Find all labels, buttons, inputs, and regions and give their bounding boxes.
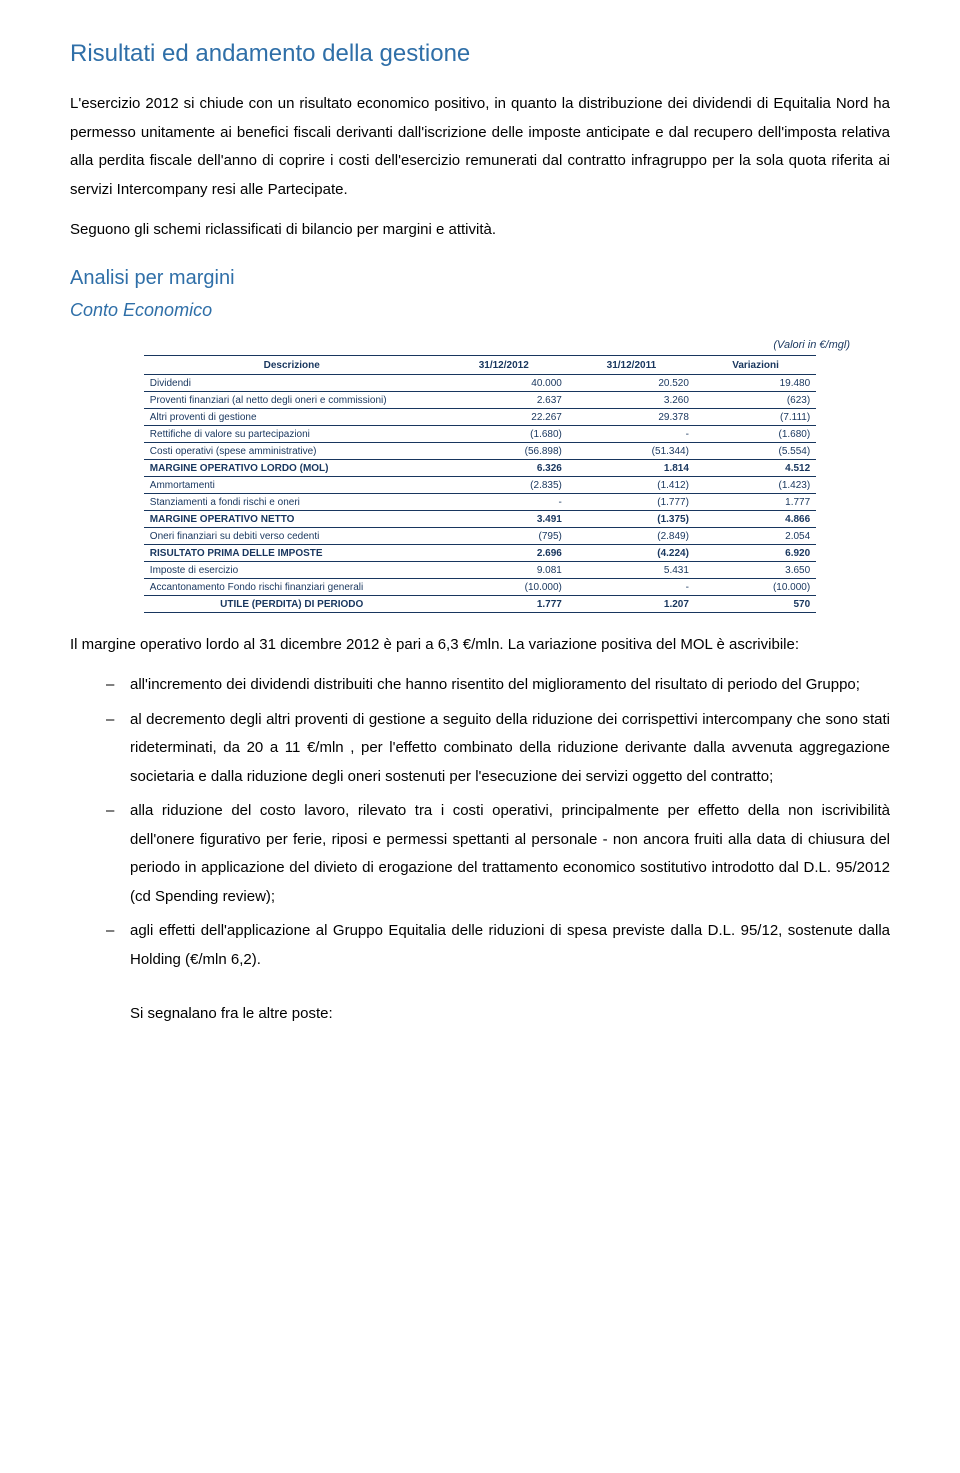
after-table-paragraph: Il margine operativo lordo al 31 dicembr…: [70, 631, 890, 660]
table-final-row: UTILE (PERDITA) DI PERIODO1.7771.207570: [144, 595, 816, 612]
table-row: Dividendi40.00020.52019.480: [144, 374, 816, 391]
final-row-value: 1.777: [440, 595, 568, 612]
row-value: 2.054: [695, 527, 816, 544]
col-variazioni: Variazioni: [695, 355, 816, 374]
page-title: Risultati ed andamento della gestione: [70, 40, 890, 68]
conto-economico-table: Descrizione 31/12/2012 31/12/2011 Variaz…: [144, 355, 816, 613]
final-row-value: 1.207: [568, 595, 695, 612]
row-label: Rettifiche di valore su partecipazioni: [144, 425, 440, 442]
row-label: Imposte di esercizio: [144, 561, 440, 578]
row-value: 1.814: [568, 459, 695, 476]
table-row: Rettifiche di valore su partecipazioni(1…: [144, 425, 816, 442]
row-value: 40.000: [440, 374, 568, 391]
row-label: Costi operativi (spese amministrative): [144, 442, 440, 459]
row-value: 9.081: [440, 561, 568, 578]
table-row: Stanziamenti a fondi rischi e oneri-(1.7…: [144, 493, 816, 510]
table-row: Ammortamenti(2.835)(1.412)(1.423): [144, 476, 816, 493]
row-value: -: [568, 425, 695, 442]
col-2012: 31/12/2012: [440, 355, 568, 374]
row-value: 4.512: [695, 459, 816, 476]
row-value: 2.637: [440, 391, 568, 408]
row-label: Ammortamenti: [144, 476, 440, 493]
list-item: alla riduzione del costo lavoro, rilevat…: [106, 797, 890, 911]
row-value: 3.491: [440, 510, 568, 527]
row-value: (10.000): [440, 578, 568, 595]
table-row: Imposte di esercizio9.0815.4313.650: [144, 561, 816, 578]
row-label: Accantonamento Fondo rischi finanziari g…: [144, 578, 440, 595]
row-value: (2.849): [568, 527, 695, 544]
intro-paragraph-2: Seguono gli schemi riclassificati di bil…: [70, 216, 890, 245]
row-value: 29.378: [568, 408, 695, 425]
row-label: Altri proventi di gestione: [144, 408, 440, 425]
row-label: Oneri finanziari su debiti verso cedenti: [144, 527, 440, 544]
row-value: (1.375): [568, 510, 695, 527]
table-row: Accantonamento Fondo rischi finanziari g…: [144, 578, 816, 595]
table-row: MARGINE OPERATIVO NETTO3.491(1.375)4.866: [144, 510, 816, 527]
section-subheading-conto: Conto Economico: [70, 300, 890, 321]
final-row-value: 570: [695, 595, 816, 612]
list-item: all'incremento dei dividendi distribuiti…: [106, 671, 890, 700]
row-value: (1.423): [695, 476, 816, 493]
table-row: Proventi finanziari (al netto degli oner…: [144, 391, 816, 408]
row-value: -: [440, 493, 568, 510]
closing-paragraph: Si segnalano fra le altre poste:: [70, 1000, 890, 1029]
table-row: Altri proventi di gestione22.26729.378(7…: [144, 408, 816, 425]
row-value: 6.326: [440, 459, 568, 476]
final-row-label: UTILE (PERDITA) DI PERIODO: [144, 595, 440, 612]
row-value: (5.554): [695, 442, 816, 459]
col-2011: 31/12/2011: [568, 355, 695, 374]
row-value: -: [568, 578, 695, 595]
bullet-list: all'incremento dei dividendi distribuiti…: [70, 671, 890, 974]
row-label: Dividendi: [144, 374, 440, 391]
row-label: Proventi finanziari (al netto degli oner…: [144, 391, 440, 408]
row-value: 3.650: [695, 561, 816, 578]
section-heading-analisi: Analisi per margini: [70, 267, 890, 290]
row-value: 2.696: [440, 544, 568, 561]
row-value: (4.224): [568, 544, 695, 561]
row-value: 20.520: [568, 374, 695, 391]
row-label: MARGINE OPERATIVO NETTO: [144, 510, 440, 527]
row-value: 4.866: [695, 510, 816, 527]
row-value: (1.777): [568, 493, 695, 510]
row-value: (10.000): [695, 578, 816, 595]
row-label: MARGINE OPERATIVO LORDO (MOL): [144, 459, 440, 476]
row-value: 3.260: [568, 391, 695, 408]
row-value: (795): [440, 527, 568, 544]
list-item: agli effetti dell'applicazione al Gruppo…: [106, 917, 890, 974]
table-caption: (Valori in €/mgl): [70, 339, 850, 351]
row-value: (1.680): [695, 425, 816, 442]
row-value: (7.111): [695, 408, 816, 425]
row-value: 1.777: [695, 493, 816, 510]
table-row: MARGINE OPERATIVO LORDO (MOL)6.3261.8144…: [144, 459, 816, 476]
intro-paragraph-1: L'esercizio 2012 si chiude con un risult…: [70, 90, 890, 204]
row-value: 22.267: [440, 408, 568, 425]
row-value: 19.480: [695, 374, 816, 391]
row-label: Stanziamenti a fondi rischi e oneri: [144, 493, 440, 510]
col-descrizione: Descrizione: [144, 355, 440, 374]
table-container: (Valori in €/mgl) Descrizione 31/12/2012…: [70, 339, 890, 613]
row-value: (1.680): [440, 425, 568, 442]
row-value: (1.412): [568, 476, 695, 493]
row-value: 6.920: [695, 544, 816, 561]
table-row: Oneri finanziari su debiti verso cedenti…: [144, 527, 816, 544]
list-item: al decremento degli altri proventi di ge…: [106, 706, 890, 792]
row-value: 5.431: [568, 561, 695, 578]
table-row: RISULTATO PRIMA DELLE IMPOSTE2.696(4.224…: [144, 544, 816, 561]
row-value: (51.344): [568, 442, 695, 459]
row-value: (623): [695, 391, 816, 408]
row-label: RISULTATO PRIMA DELLE IMPOSTE: [144, 544, 440, 561]
table-row: Costi operativi (spese amministrative)(5…: [144, 442, 816, 459]
table-header-row: Descrizione 31/12/2012 31/12/2011 Variaz…: [144, 355, 816, 374]
row-value: (56.898): [440, 442, 568, 459]
row-value: (2.835): [440, 476, 568, 493]
